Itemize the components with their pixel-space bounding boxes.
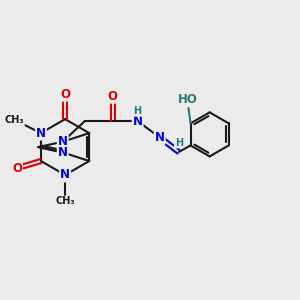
Text: H: H bbox=[134, 106, 142, 116]
Text: N: N bbox=[133, 115, 142, 128]
Text: HO: HO bbox=[178, 93, 197, 106]
Text: O: O bbox=[108, 90, 118, 103]
Text: O: O bbox=[60, 88, 70, 101]
Text: O: O bbox=[12, 162, 22, 175]
Text: H: H bbox=[175, 138, 183, 148]
Text: CH₃: CH₃ bbox=[4, 116, 24, 125]
Text: N: N bbox=[36, 127, 46, 140]
Text: CH₃: CH₃ bbox=[55, 196, 75, 206]
Text: N: N bbox=[60, 169, 70, 182]
Text: N: N bbox=[155, 131, 165, 144]
Text: N: N bbox=[58, 146, 68, 159]
Text: N: N bbox=[58, 135, 68, 148]
